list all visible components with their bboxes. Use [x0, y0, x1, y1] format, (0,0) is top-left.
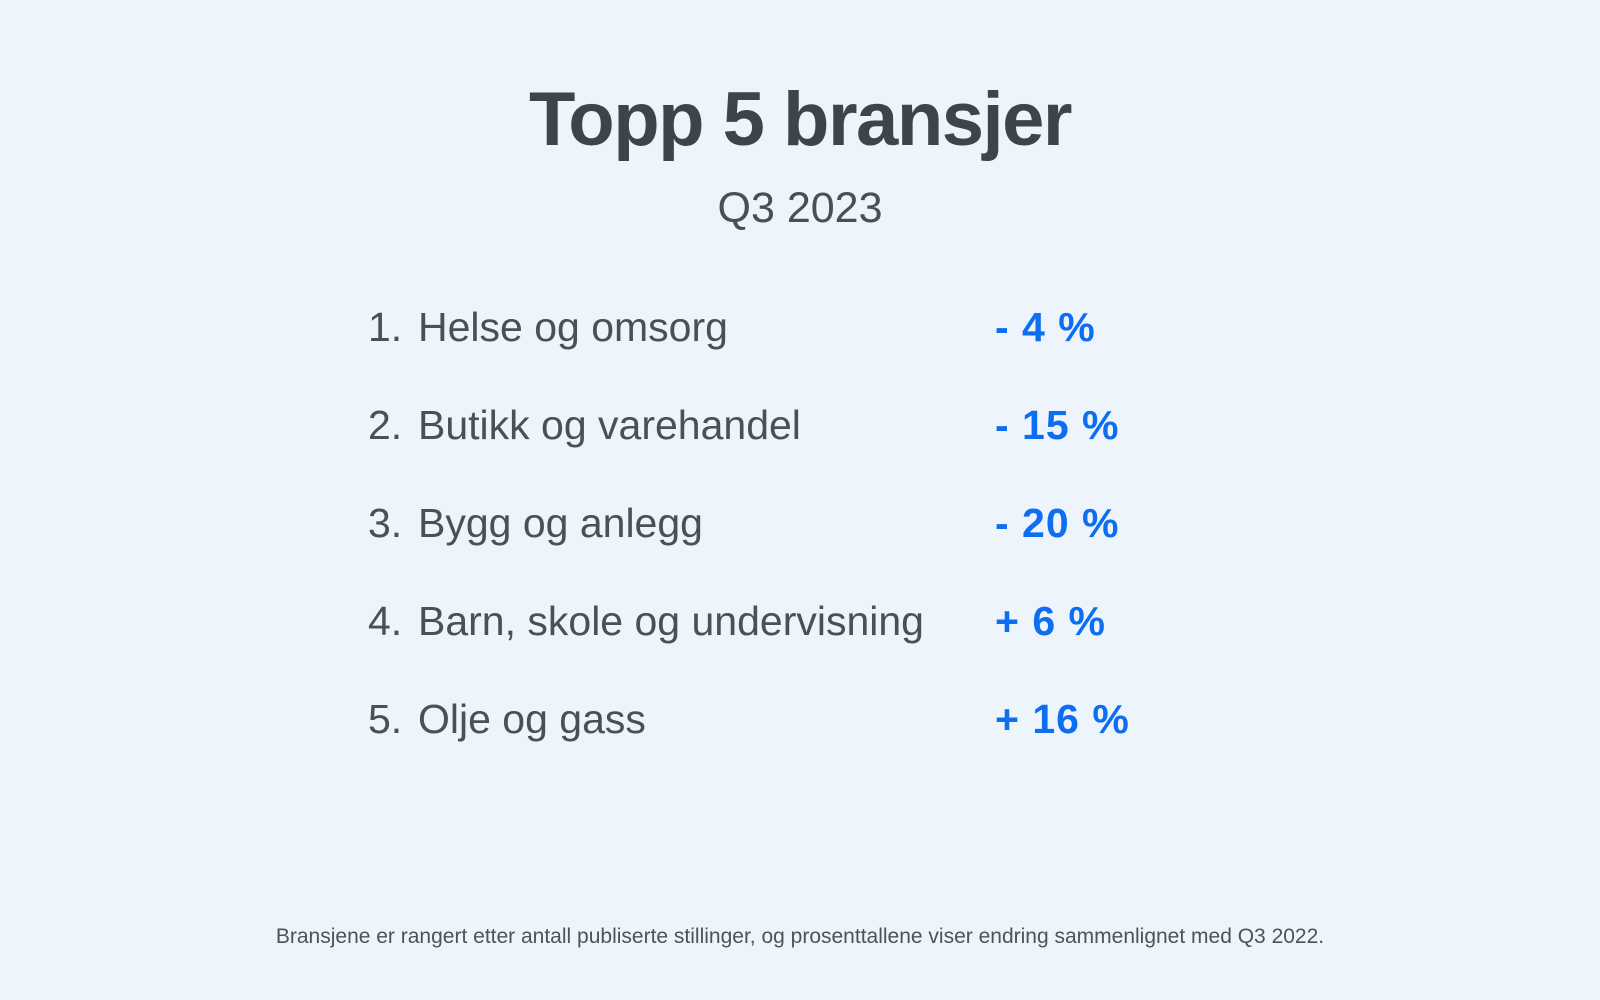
item-change-value: - 15 %: [995, 401, 1120, 448]
footnote: Bransjene er rangert etter antall publis…: [275, 925, 1325, 948]
item-rank: 5.: [368, 695, 403, 742]
list-item: 4. Barn, skole og undervisning + 6 %: [368, 572, 1168, 670]
item-label: Helse og omsorg: [418, 303, 728, 350]
page-title: Topp 5 bransjer: [529, 77, 1072, 162]
item-label: Barn, skole og undervisning: [418, 597, 924, 644]
item-change-value: - 20 %: [995, 499, 1120, 546]
item-rank: 3.: [368, 499, 403, 546]
item-change-value: + 6 %: [995, 597, 1106, 644]
item-label: Olje og gass: [418, 695, 646, 742]
item-rank: 2.: [368, 401, 403, 448]
ranking-list: 1. Helse og omsorg - 4 % 2. Butikk og va…: [368, 278, 1168, 768]
item-change-value: + 16 %: [995, 695, 1130, 742]
item-label: Bygg og anlegg: [418, 499, 703, 546]
item-label: Butikk og varehandel: [418, 401, 801, 448]
page-subtitle: Q3 2023: [717, 184, 883, 232]
item-rank: 1.: [368, 303, 403, 350]
list-item: 1. Helse og omsorg - 4 %: [368, 278, 1168, 376]
list-item: 2. Butikk og varehandel - 15 %: [368, 376, 1168, 474]
list-item: 3. Bygg og anlegg - 20 %: [368, 474, 1168, 572]
item-change-value: - 4 %: [995, 303, 1096, 350]
list-item: 5. Olje og gass + 16 %: [368, 670, 1168, 768]
item-rank: 4.: [368, 597, 403, 644]
